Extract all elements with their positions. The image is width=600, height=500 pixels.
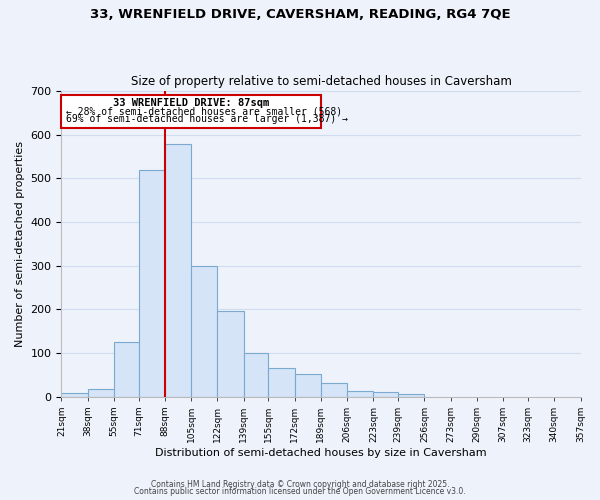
Bar (114, 342, 139, 396)
Bar (295, 374, 321, 396)
Bar (217, 312, 244, 396)
Text: 33, WRENFIELD DRIVE, CAVERSHAM, READING, RG4 7QE: 33, WRENFIELD DRIVE, CAVERSHAM, READING,… (89, 8, 511, 20)
Text: 69% of semi-detached houses are larger (1,387) →: 69% of semi-detached houses are larger (… (66, 114, 348, 124)
Bar (191, 266, 217, 396)
Bar (373, 392, 398, 396)
Bar (244, 353, 268, 397)
Bar (165, 144, 191, 396)
Text: ← 28% of semi-detached houses are smaller (568): ← 28% of semi-detached houses are smalle… (66, 106, 342, 117)
X-axis label: Distribution of semi-detached houses by size in Caversham: Distribution of semi-detached houses by … (155, 448, 487, 458)
Text: 33 WRENFIELD DRIVE: 87sqm: 33 WRENFIELD DRIVE: 87sqm (113, 98, 269, 108)
Bar (321, 384, 347, 396)
Bar (347, 392, 373, 396)
Bar (398, 394, 424, 396)
Text: Contains public sector information licensed under the Open Government Licence v3: Contains public sector information licen… (134, 488, 466, 496)
FancyBboxPatch shape (61, 96, 321, 128)
Bar (268, 368, 295, 396)
Bar (61, 393, 88, 396)
Text: Contains HM Land Registry data © Crown copyright and database right 2025.: Contains HM Land Registry data © Crown c… (151, 480, 449, 489)
Bar (88, 388, 114, 396)
Title: Size of property relative to semi-detached houses in Caversham: Size of property relative to semi-detach… (131, 76, 511, 88)
Y-axis label: Number of semi-detached properties: Number of semi-detached properties (15, 141, 25, 347)
Bar (139, 170, 165, 396)
